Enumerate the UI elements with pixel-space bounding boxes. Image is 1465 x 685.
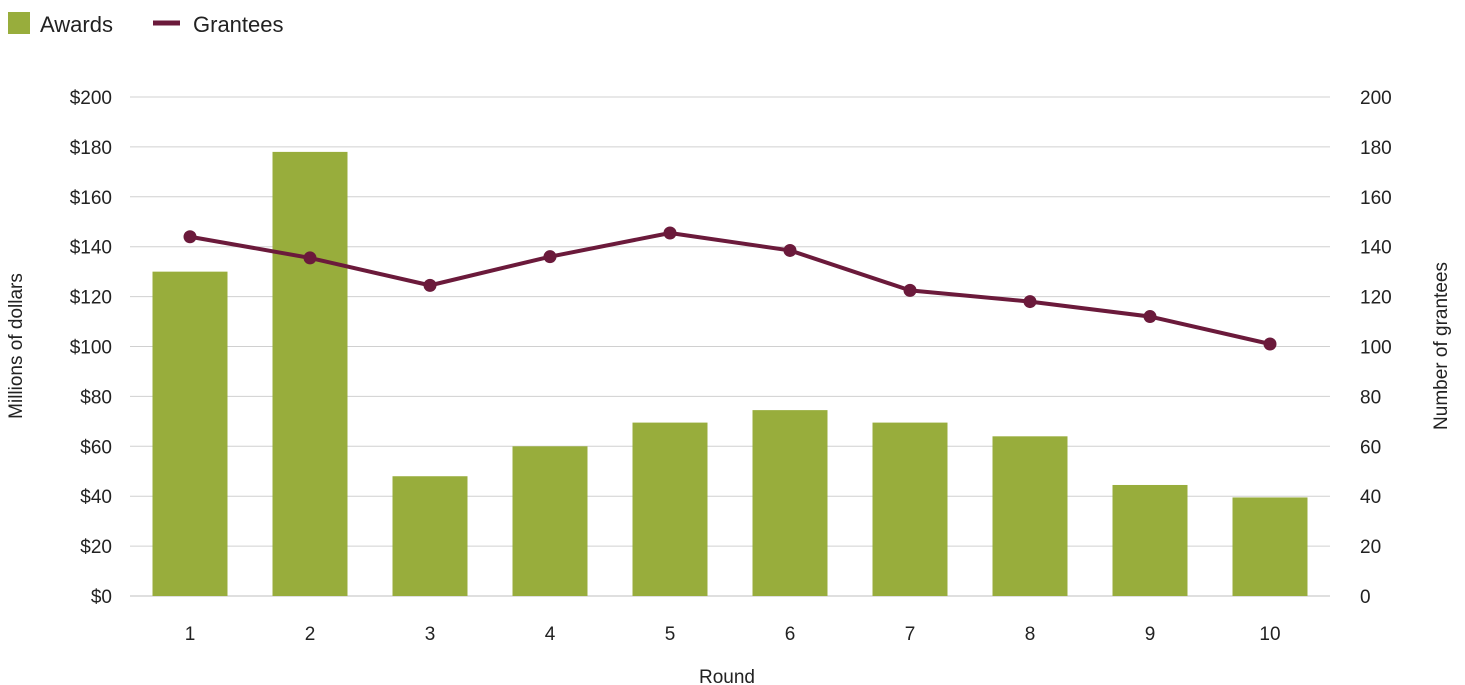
left-axis-tick-label: $80 <box>80 387 112 408</box>
grantees-point <box>663 226 677 240</box>
left-axis-tick-label: $100 <box>70 338 112 359</box>
awards-bar <box>1112 484 1188 596</box>
grantees-point <box>903 283 917 297</box>
x-axis-tick-label: 3 <box>425 624 436 645</box>
grantees-point <box>1023 295 1037 309</box>
left-axis-tick-label: $20 <box>80 537 112 558</box>
right-axis-tick-label: 60 <box>1360 437 1381 458</box>
x-axis-tick-label: 8 <box>1025 624 1036 645</box>
left-axis-tick-label: $180 <box>70 138 112 159</box>
left-axis-tick-label: $0 <box>91 587 112 608</box>
left-axis-tick-label: $140 <box>70 238 112 259</box>
right-axis-tick-label: 20 <box>1360 537 1381 558</box>
grantees-series <box>183 226 1277 351</box>
x-axis-tick-label: 5 <box>665 624 676 645</box>
legend-swatch-awards <box>8 12 30 34</box>
x-axis-tick-label: 6 <box>785 624 796 645</box>
awards-bars <box>152 151 1308 596</box>
right-axis-tick-label: 0 <box>1360 587 1371 608</box>
grantees-point <box>783 243 797 257</box>
right-axis-tick-label: 80 <box>1360 387 1381 408</box>
right-axis-tick-label: 140 <box>1360 238 1392 259</box>
x-axis-tick-label: 7 <box>905 624 916 645</box>
left-axis-tick-label: $40 <box>80 487 112 508</box>
right-axis-ticks: 0 20 40 60 80 100 120 140 160 180 200 <box>1360 88 1392 608</box>
x-axis-tick-label: 2 <box>305 624 316 645</box>
x-axis-tick-label: 4 <box>545 624 556 645</box>
grantees-line <box>189 230 1271 346</box>
right-axis-tick-label: 160 <box>1360 188 1392 209</box>
grantees-point <box>303 251 317 265</box>
x-axis-tick-label: 9 <box>1145 624 1156 645</box>
x-axis-title: Round <box>699 667 755 685</box>
right-axis-tick-label: 40 <box>1360 487 1381 508</box>
right-axis-title: Number of grantees <box>1431 262 1452 430</box>
awards-bar <box>872 422 948 596</box>
legend-label-awards: Awards <box>40 12 113 37</box>
left-axis-ticks: $0 $20 $40 $60 $80 $100 $120 $140 $160 $180 $200 <box>70 88 112 608</box>
left-axis-title: Millions of dollars <box>6 273 27 419</box>
grantees-point <box>423 278 437 292</box>
awards-bar <box>632 422 708 596</box>
awards-bar <box>512 446 588 596</box>
awards-bar <box>1232 497 1308 596</box>
x-axis-tick-label: 10 <box>1259 624 1280 645</box>
left-axis-tick-label: $60 <box>80 437 112 458</box>
legend-label-grantees: Grantees <box>193 12 284 37</box>
right-axis-tick-label: 100 <box>1360 338 1392 359</box>
x-axis-tick-label: 1 <box>185 624 196 645</box>
left-axis-tick-label: $160 <box>70 188 112 209</box>
grantees-point <box>1263 337 1277 351</box>
grantees-point <box>183 230 197 244</box>
awards-bar <box>152 271 228 596</box>
awards-bar <box>272 151 348 596</box>
x-axis-ticks: 1 2 3 4 5 6 7 8 9 10 <box>185 624 1281 645</box>
awards-bar <box>992 436 1068 596</box>
grantees-point <box>543 250 557 264</box>
left-axis-tick-label: $200 <box>70 88 112 109</box>
awards-bar <box>752 410 828 596</box>
left-axis-tick-label: $120 <box>70 288 112 309</box>
right-axis-tick-label: 180 <box>1360 138 1392 159</box>
right-axis-tick-label: 200 <box>1360 88 1392 109</box>
right-axis-tick-label: 120 <box>1360 288 1392 309</box>
awards-bar <box>392 476 468 596</box>
legend: Awards Grantees <box>8 12 284 37</box>
grantees-point <box>1143 310 1157 324</box>
